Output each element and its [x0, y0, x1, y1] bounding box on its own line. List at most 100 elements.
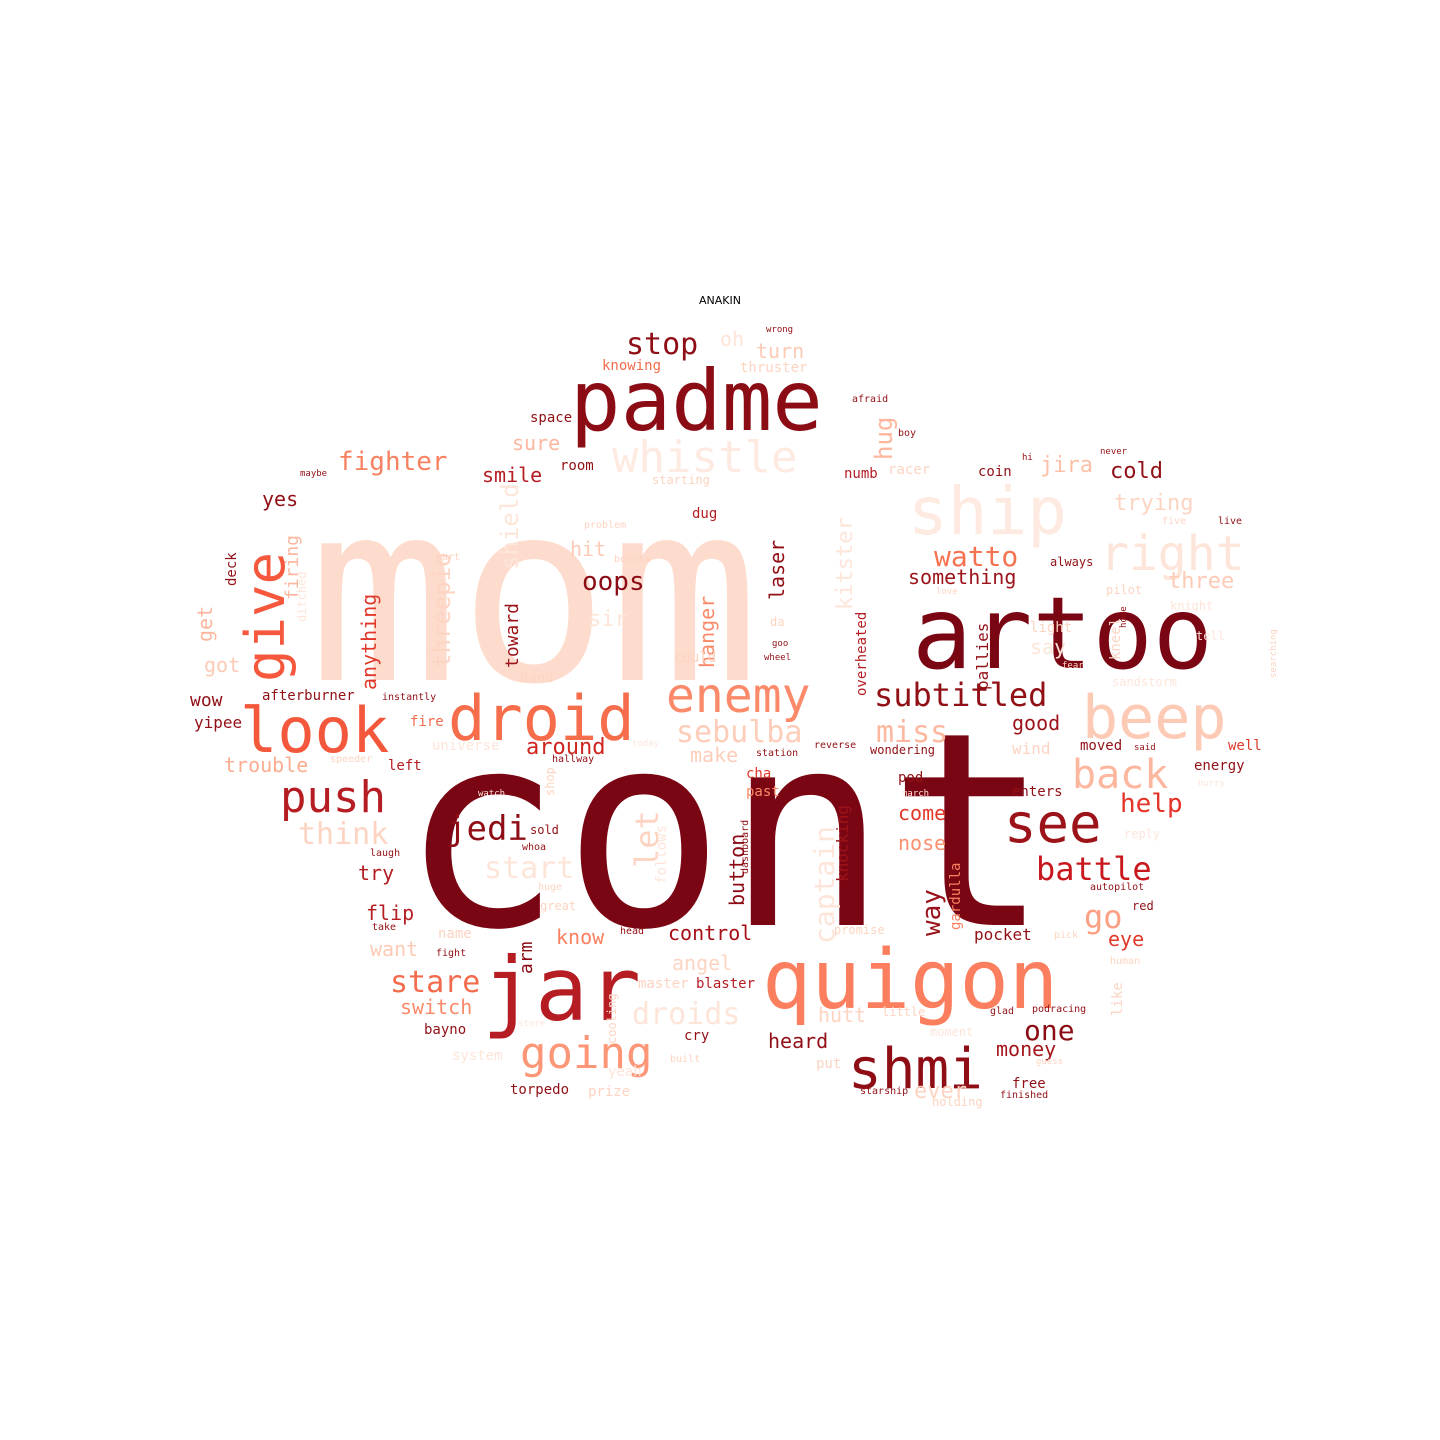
word-let: let	[628, 810, 666, 868]
word-love: love	[936, 587, 958, 597]
word-cooling: cooling	[605, 993, 619, 1044]
word-problem: problem	[584, 520, 626, 531]
word-autopilot: autopilot	[1090, 882, 1144, 893]
word-control: control	[668, 921, 752, 945]
word-starship: starship	[860, 1086, 908, 1097]
word-fear: fear	[1062, 661, 1084, 671]
word-sandstorm: sandstorm	[1112, 675, 1177, 689]
word-push: push	[280, 772, 386, 823]
word-racer: racer	[888, 462, 930, 478]
word-starting: starting	[652, 473, 710, 487]
word-knowing: knowing	[602, 358, 661, 374]
word-angel: angel	[672, 951, 732, 975]
word-whistle: whistle	[612, 432, 797, 483]
word-mom: mom	[308, 448, 760, 739]
word-shield: shield	[496, 483, 524, 570]
word-energy: energy	[1194, 758, 1245, 774]
word-hanger: hanger	[695, 596, 719, 668]
word-thruster: thruster	[740, 360, 807, 376]
word-stare: stare	[390, 965, 480, 1000]
word-miss: miss	[876, 715, 948, 750]
word-go: go	[1084, 898, 1123, 936]
word-droid: droid	[448, 682, 635, 755]
word-yes: yes	[262, 487, 298, 511]
word-threepio: threepio	[428, 552, 456, 668]
word-wondering: wondering	[870, 743, 935, 757]
word-oops: oops	[582, 567, 645, 597]
word-button: button	[725, 834, 749, 906]
word-numb: numb	[844, 466, 878, 482]
word-red: red	[1132, 899, 1154, 913]
word-past: past	[746, 784, 780, 800]
word-knight: knight	[1170, 599, 1213, 613]
word-around: around	[526, 735, 605, 760]
word-left: left	[388, 758, 422, 774]
word-boonta: boonta	[614, 554, 650, 565]
word-heard: heard	[768, 1029, 828, 1053]
word-stop: stop	[626, 327, 698, 362]
word-going: going	[520, 1028, 652, 1079]
word-think: think	[298, 817, 388, 852]
word-name: name	[438, 926, 472, 942]
word-master: master	[638, 976, 689, 992]
word-smile: smile	[482, 463, 542, 487]
word-universe: universe	[432, 738, 499, 754]
word-guess: guess	[1036, 1057, 1063, 1067]
word-follows: follows	[654, 825, 670, 884]
word-padme: padme	[570, 352, 823, 450]
word-laugh: laugh	[370, 848, 400, 859]
word-reply: reply	[1124, 827, 1160, 841]
word-part: part	[436, 552, 460, 563]
word-wind: wind	[1012, 739, 1051, 758]
word-tell: tell	[1196, 629, 1225, 643]
word-kitster: kitster	[833, 517, 858, 610]
word-knocking: knocking	[833, 805, 852, 882]
word-got: got	[204, 653, 240, 677]
word-start: start	[484, 851, 574, 886]
word-know: know	[556, 925, 605, 949]
word-make: make	[690, 743, 738, 767]
word-overheated: overheated	[854, 612, 870, 696]
word-holding: holding	[932, 1095, 983, 1109]
word-bayno: bayno	[424, 1022, 466, 1038]
word-shop: shop	[543, 767, 557, 796]
word-moved: moved	[1080, 738, 1122, 754]
word-enters: enters	[1012, 784, 1063, 800]
word-deck: deck	[224, 552, 240, 586]
word-pick: pick	[1054, 930, 1078, 941]
word-help: help	[1120, 789, 1183, 819]
word-wow: wow	[190, 690, 223, 711]
word-fighter: fighter	[338, 447, 448, 477]
word-hallway: hallway	[552, 754, 594, 765]
word-wrong: wrong	[766, 325, 793, 335]
word-want: want	[370, 937, 418, 961]
word-store: store	[518, 1019, 545, 1029]
word-take: take	[372, 922, 396, 933]
word-cold: cold	[1110, 459, 1163, 484]
word-afraid: afraid	[852, 394, 888, 405]
word-dashboard: dashboard	[740, 820, 751, 874]
word-eye: eye	[1108, 927, 1144, 951]
word-built: built	[670, 1054, 700, 1065]
word-cry: cry	[684, 1028, 709, 1044]
word-hug: hug	[870, 417, 898, 460]
word-reverse: reverse	[814, 740, 856, 751]
word-beep: beep	[1082, 683, 1227, 753]
word-hutt: hutt	[818, 1003, 866, 1027]
word-today: today	[632, 739, 660, 749]
word-hand: hand	[520, 670, 554, 686]
word-sold: sold	[530, 823, 559, 837]
word-head: head	[620, 926, 644, 937]
word-ever: ever	[914, 1079, 967, 1104]
word-back: back	[1072, 752, 1168, 798]
word-one: one	[1024, 1014, 1075, 1047]
word-blaster: blaster	[696, 976, 755, 992]
word-fight: fight	[436, 948, 466, 959]
word-yeah: yeah	[608, 1064, 642, 1080]
word-podracing: podracing	[1032, 1004, 1086, 1015]
word-subtitled: subtitled	[874, 676, 1047, 714]
word-put: put	[816, 1056, 841, 1072]
word-laser: laser	[765, 540, 789, 600]
